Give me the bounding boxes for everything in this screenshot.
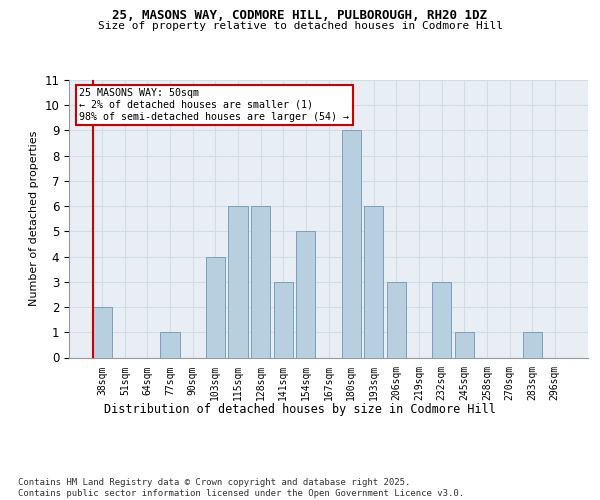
Text: Size of property relative to detached houses in Codmore Hill: Size of property relative to detached ho… (97, 21, 503, 31)
Bar (364, 206, 383, 358)
Text: 25, MASONS WAY, CODMORE HILL, PULBOROUGH, RH20 1DZ: 25, MASONS WAY, CODMORE HILL, PULBOROUGH… (113, 9, 487, 22)
Bar (455, 332, 474, 357)
Bar (296, 232, 316, 358)
Bar (251, 206, 270, 358)
Text: Contains HM Land Registry data © Crown copyright and database right 2025.
Contai: Contains HM Land Registry data © Crown c… (18, 478, 464, 498)
Bar (92, 307, 112, 358)
Bar (523, 332, 542, 357)
Text: Distribution of detached houses by size in Codmore Hill: Distribution of detached houses by size … (104, 402, 496, 415)
Bar (387, 282, 406, 358)
Bar (274, 282, 293, 358)
Text: 25 MASONS WAY: 50sqm
← 2% of detached houses are smaller (1)
98% of semi-detache: 25 MASONS WAY: 50sqm ← 2% of detached ho… (79, 88, 349, 122)
Bar (206, 256, 225, 358)
Bar (229, 206, 248, 358)
Bar (432, 282, 451, 358)
Y-axis label: Number of detached properties: Number of detached properties (29, 131, 39, 306)
Bar (341, 130, 361, 358)
Bar (160, 332, 180, 357)
